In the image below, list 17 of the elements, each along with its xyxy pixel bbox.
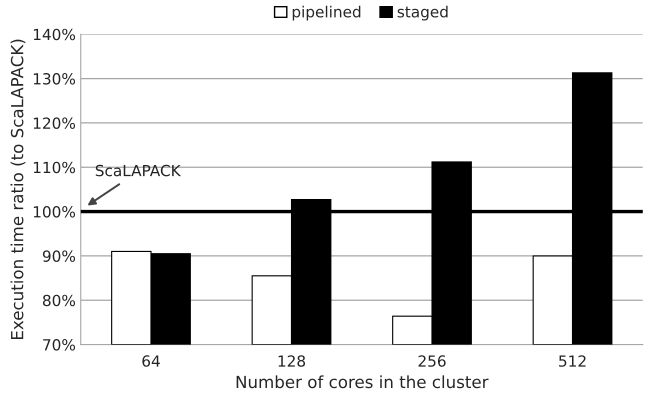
y-tick-label: 120% bbox=[34, 117, 76, 129]
y-axis-title: Execution time ratio (to ScaLAPACK) bbox=[10, 40, 26, 340]
y-tick-label: 90% bbox=[42, 250, 76, 262]
x-tick-label: 128 bbox=[278, 355, 306, 367]
y-tick-label: 100% bbox=[34, 206, 76, 218]
x-tick-label: 64 bbox=[142, 355, 160, 367]
legend-label: pipelined bbox=[292, 6, 360, 21]
ref-line-label: ScaLAPACK bbox=[96, 164, 181, 176]
y-tick-label: 70% bbox=[43, 339, 76, 351]
y-tick-label: 110% bbox=[34, 162, 76, 174]
x-tick-label: 256 bbox=[418, 355, 446, 367]
legend-label: staged bbox=[398, 6, 448, 21]
x-tick-label: 512 bbox=[559, 355, 586, 367]
y-tick-label: 140% bbox=[34, 28, 76, 40]
y-tick-label: 130% bbox=[34, 73, 76, 85]
x-axis-title: Number of cores in the cluster bbox=[236, 375, 489, 388]
y-tick-label: 80% bbox=[42, 294, 76, 306]
